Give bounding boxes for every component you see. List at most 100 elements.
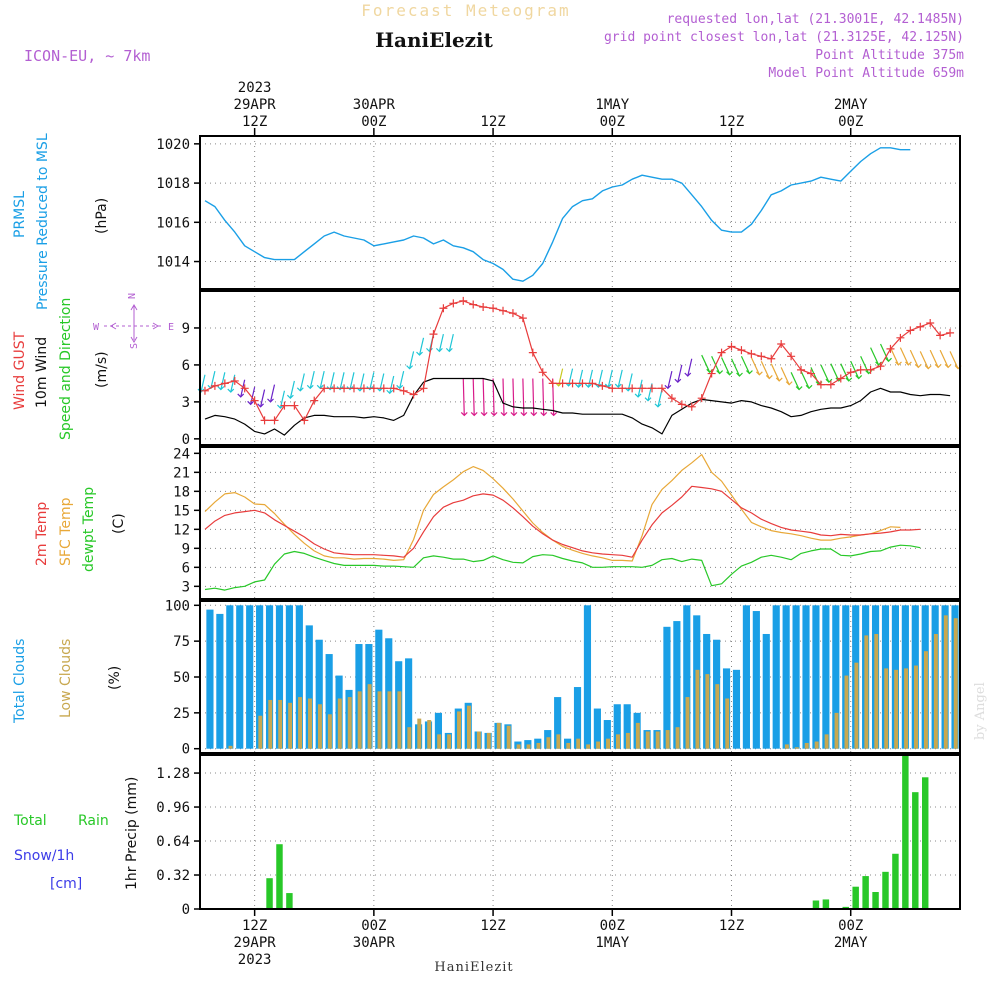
wind-direction-arrowhead xyxy=(575,383,582,388)
low-cloud-bar xyxy=(616,734,620,749)
wind-gust-marker xyxy=(290,401,299,410)
wind-gust-marker xyxy=(300,416,309,425)
total-cloud-bar xyxy=(305,625,313,749)
total-rain-rain-label: Rain xyxy=(78,813,109,829)
wind-gust-marker xyxy=(588,379,597,388)
total-cloud-bar xyxy=(434,712,443,749)
wind-direction-arrowhead xyxy=(664,384,672,390)
low-cloud-bar xyxy=(486,732,491,749)
wind-gust-marker xyxy=(886,344,895,353)
low-cloud-bar xyxy=(705,674,710,749)
low-cloud-bar xyxy=(685,697,690,749)
low-cloud-bar xyxy=(288,702,293,749)
wind-gust-marker xyxy=(349,384,358,393)
point-altitude: Point Altitude 375m xyxy=(815,48,964,63)
temp-unit-label: (C) xyxy=(111,513,127,534)
wind-direction-arrowhead xyxy=(584,383,592,388)
wind-direction-arrowhead xyxy=(845,377,853,382)
wind-gust-marker xyxy=(638,384,647,393)
pressure-unit-label: (hPa) xyxy=(94,198,110,234)
low-cloud-bar xyxy=(506,725,511,749)
total-cloud-bar xyxy=(315,639,323,749)
low-cloud-bar xyxy=(933,633,938,749)
wind-direction-arrow xyxy=(730,358,741,377)
bottom-time-label: 29APR xyxy=(234,935,277,951)
wind-direction-arrow xyxy=(512,378,515,416)
sfc-temp-line xyxy=(204,454,901,562)
wind-gust-marker xyxy=(568,379,577,388)
wind-direction-arrow xyxy=(647,383,653,401)
precip-unit-label: 1hr Precip (mm) xyxy=(124,777,140,890)
low-cloud-bar xyxy=(715,684,720,749)
wind-direction-arrow xyxy=(289,380,295,399)
wind-gust-marker xyxy=(608,384,617,393)
low-cloud-bar xyxy=(407,727,412,749)
wind-direction-arrowhead xyxy=(445,347,453,353)
low-cloud-bar xyxy=(476,731,481,749)
top-time-label: 29APR xyxy=(234,97,277,113)
low-cloud-bar xyxy=(834,712,839,749)
wind-direction-arrowhead xyxy=(247,400,255,406)
total-cloud-bar xyxy=(812,605,820,749)
wind-direction-arrow xyxy=(949,351,959,369)
temp-tick-label: 6 xyxy=(182,560,190,576)
wind-direction-arrowhead xyxy=(346,386,354,391)
total-cloud-bar xyxy=(792,605,800,749)
low-cloud-bar xyxy=(327,714,332,749)
wind-direction-arrow xyxy=(687,358,693,377)
bottom-time-label: 12Z xyxy=(719,918,744,934)
requested-coords: requested lon,lat (21.3001E, 42.1485N) xyxy=(667,12,964,27)
total-cloud-bar xyxy=(782,605,790,749)
wind-gust-marker xyxy=(667,394,676,403)
wind-gust-marker xyxy=(558,379,567,388)
total-cloud-bar xyxy=(583,605,592,749)
pressure-tick-label: 1014 xyxy=(156,255,190,271)
wind-direction-arrow xyxy=(418,337,425,356)
rain-bar xyxy=(862,876,869,909)
top-time-label: 00Z xyxy=(600,114,625,130)
low-cloud-bar xyxy=(675,727,680,749)
total-cloud-bar xyxy=(573,687,582,749)
grid-layer xyxy=(200,136,960,910)
wind-direction-arrow xyxy=(409,351,415,369)
pressure-tick-label: 1016 xyxy=(156,215,190,231)
wind-direction-arrow xyxy=(269,384,276,403)
2m-temp-line xyxy=(204,485,921,558)
wind-direction-arrow xyxy=(319,370,325,389)
rain-bar xyxy=(812,900,820,909)
bottom-time-label: 00Z xyxy=(838,918,863,934)
total-cloud-bar xyxy=(275,605,284,749)
wind-gust-marker xyxy=(618,384,627,393)
wind-gust-marker xyxy=(508,309,517,318)
wind-gust-marker xyxy=(330,384,339,393)
wind-direction-arrow xyxy=(790,372,800,390)
wind-direction-arrowhead xyxy=(775,377,783,382)
wind-gust-marker xyxy=(747,349,756,358)
total-cloud-bar xyxy=(226,605,234,749)
wind-gust-marker xyxy=(916,322,925,331)
low-cloud-bar xyxy=(417,718,422,749)
compass-w: W xyxy=(93,322,100,333)
wind-gust-marker xyxy=(280,401,289,410)
wind-gust-marker xyxy=(906,326,915,335)
low-cloud-bar xyxy=(516,744,521,749)
rain-bar xyxy=(842,906,849,909)
total-cloud-bar xyxy=(683,605,691,749)
low-cloud-bar xyxy=(387,691,392,749)
wind-gust-marker xyxy=(787,352,796,361)
wind-direction-arrow xyxy=(889,347,900,366)
wind-direction-arrow xyxy=(220,372,226,390)
clouds-tick-label: 25 xyxy=(173,706,190,722)
wind-direction-arrowhead xyxy=(396,384,404,390)
rain-bar xyxy=(902,752,909,909)
wind-gust-marker xyxy=(220,379,229,388)
wind-direction-arrow xyxy=(870,347,880,366)
wind-gust-marker xyxy=(489,304,498,313)
total-cloud-bar xyxy=(206,609,214,749)
low-cloud-bar xyxy=(357,691,362,749)
low-cloud-bar xyxy=(794,747,799,749)
wind-gust-marker xyxy=(499,306,508,315)
footer-location: HaniElezit xyxy=(434,960,513,975)
wind-gust-marker xyxy=(777,339,786,348)
low-cloud-bar xyxy=(258,715,263,749)
